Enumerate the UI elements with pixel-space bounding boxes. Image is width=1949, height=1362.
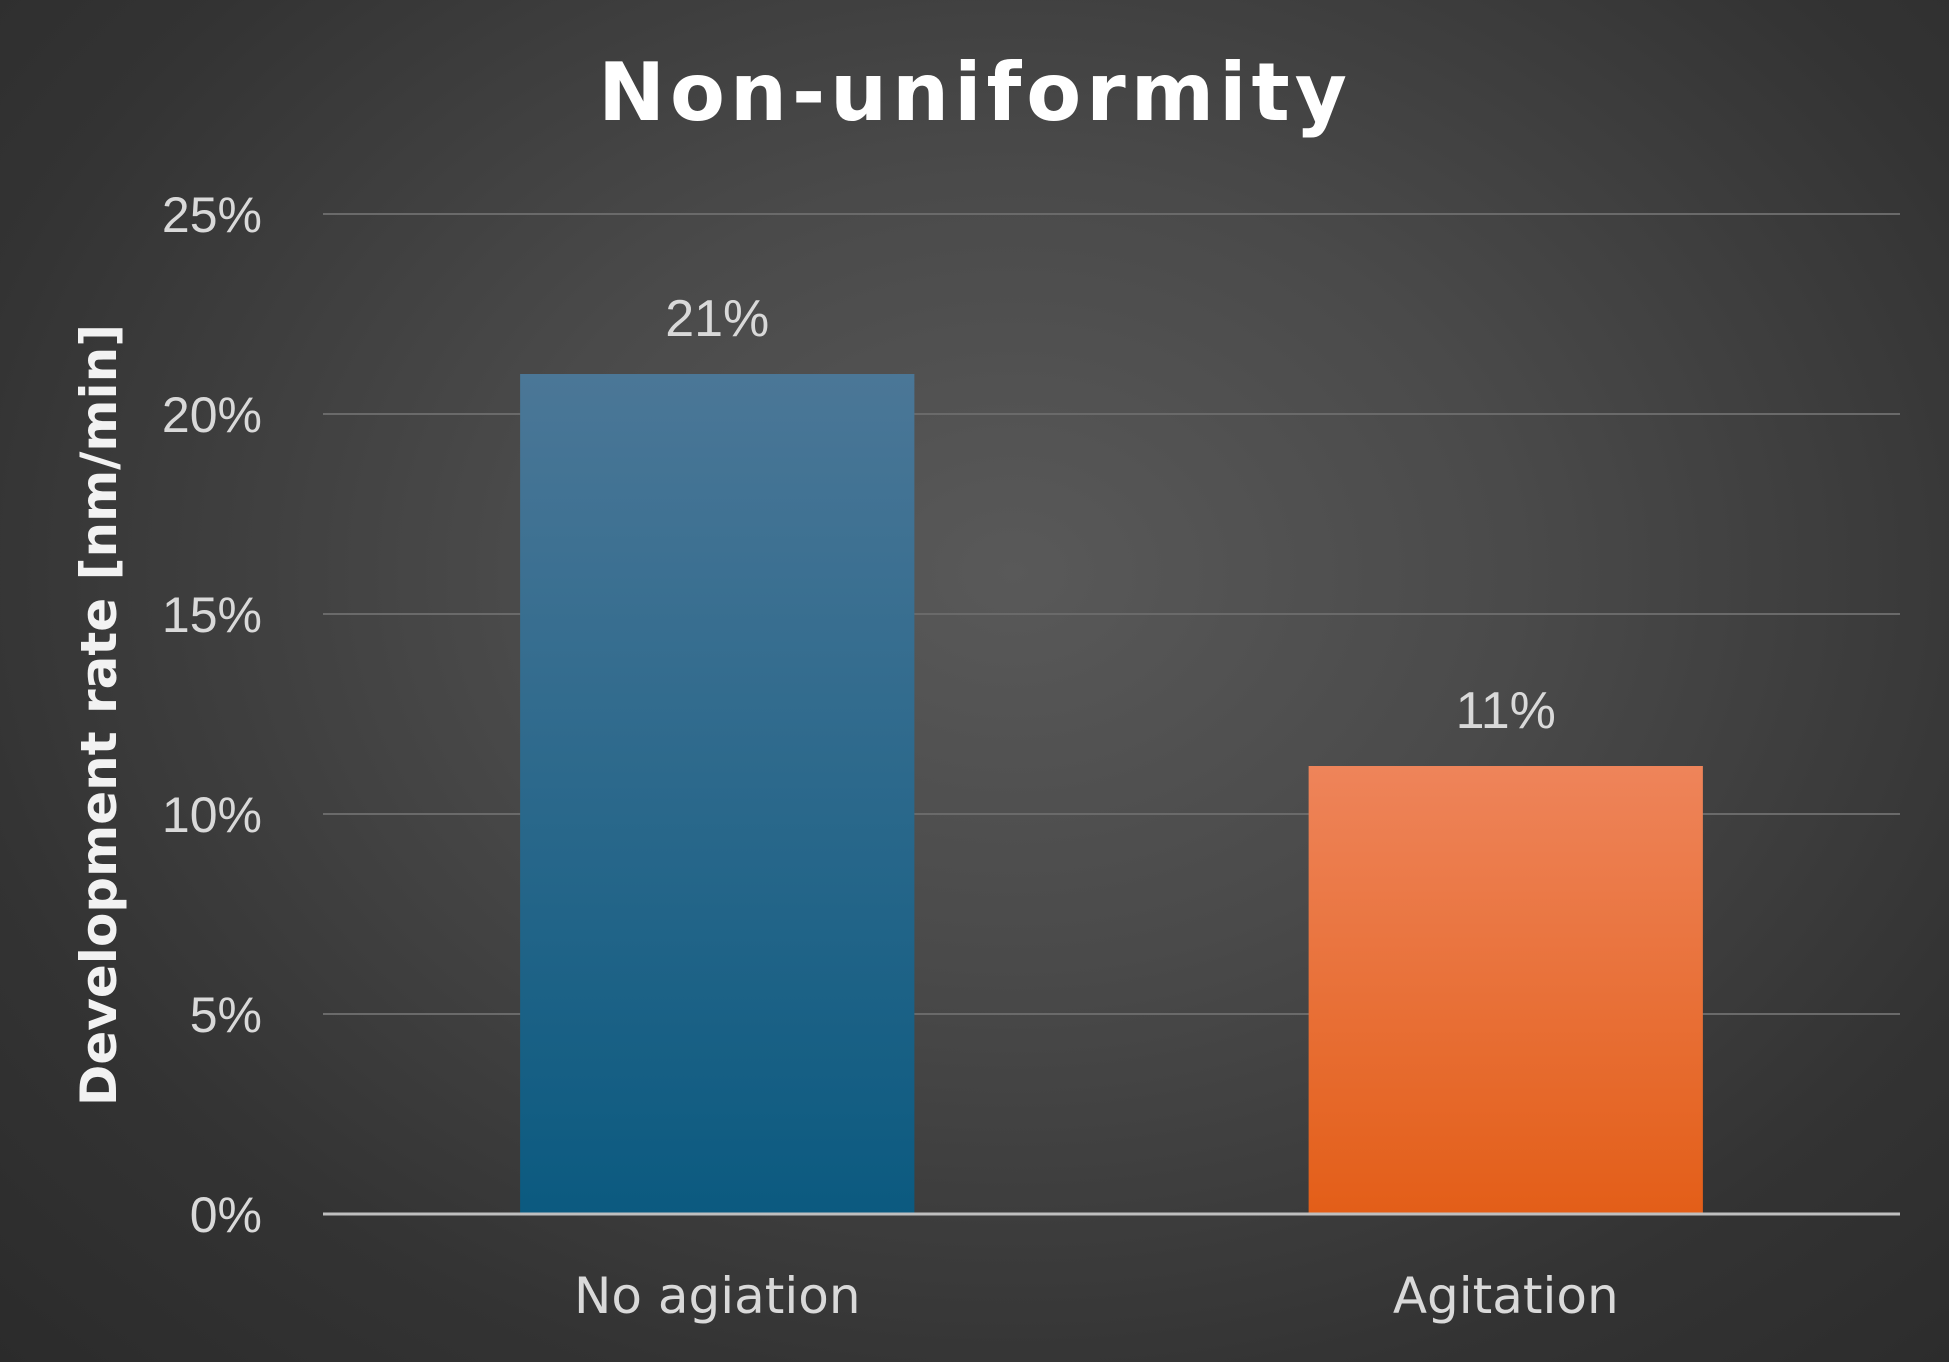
bars	[520, 374, 1703, 1214]
data-labels: 21% 11%	[665, 290, 1556, 740]
bar	[520, 374, 915, 1214]
data-label: 11%	[1456, 682, 1556, 740]
y-tick-label: 10%	[162, 787, 262, 843]
data-label: 21%	[665, 290, 769, 348]
x-tick-label: Agitation	[1393, 1267, 1619, 1325]
y-axis-label: Development rate [nm/min]	[70, 324, 128, 1106]
x-tick-label: No agiation	[574, 1267, 861, 1325]
chart-title: Non-uniformity	[598, 46, 1352, 139]
x-tick-labels: No agiation Agitation	[574, 1267, 1619, 1325]
y-tick-label: 20%	[162, 387, 262, 443]
bar	[1308, 766, 1703, 1214]
y-tick-label: 15%	[162, 587, 262, 643]
y-tick-label: 25%	[162, 187, 262, 243]
y-tick-label: 0%	[190, 1187, 262, 1243]
y-tick-label: 5%	[190, 987, 262, 1043]
y-tick-labels: 0% 5% 10% 15% 20% 25%	[162, 187, 262, 1243]
